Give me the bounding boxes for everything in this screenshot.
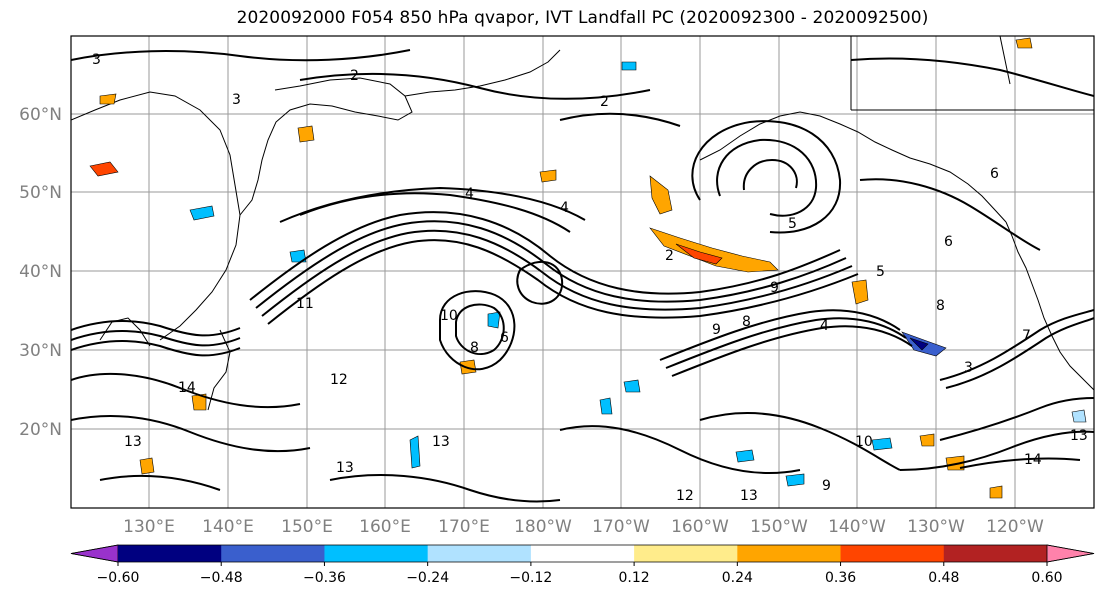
contour-label: 3 xyxy=(964,360,973,376)
colorbar-tick-label: 0.12 xyxy=(619,570,650,586)
colorbar-extend-high xyxy=(1046,544,1095,563)
colorbar-tick-label: 0.48 xyxy=(928,570,959,586)
contour-label: 4 xyxy=(560,200,569,216)
contour-label: 2 xyxy=(600,94,609,110)
lon-label: 130°E xyxy=(123,517,175,537)
shaded-anomalies xyxy=(89,37,1087,499)
contour-label: 9 xyxy=(712,322,721,338)
lat-label-50n: 50°N xyxy=(19,183,62,203)
lon-label: 160°E xyxy=(359,517,411,537)
colorbar-tick-label: −0.12 xyxy=(509,570,552,586)
map-title: 2020092000 F054 850 hPa qvapor, IVT Land… xyxy=(236,8,929,28)
lon-label: 170°W xyxy=(592,517,650,537)
lat-label-20n: 20°N xyxy=(19,420,62,440)
colorbar-tick-label: −0.36 xyxy=(303,570,346,586)
lon-label: 170°E xyxy=(438,517,490,537)
lon-label: 150°W xyxy=(750,517,808,537)
contour-label: 13 xyxy=(432,434,450,450)
colorbar xyxy=(70,544,1095,563)
contour-label: 13 xyxy=(1070,428,1088,444)
coastlines xyxy=(71,36,1094,411)
map-frame xyxy=(70,35,1095,509)
contour-label: 4 xyxy=(820,318,829,334)
contour-label: 8 xyxy=(936,298,945,314)
latitude-labels: 60°N 50°N 40°N 30°N 20°N xyxy=(19,105,62,440)
colorbar-tick-label: −0.24 xyxy=(406,570,449,586)
colorbar-extend-low xyxy=(70,544,119,563)
colorbar-tick-label: −0.48 xyxy=(200,570,243,586)
lon-label: 130°W xyxy=(907,517,965,537)
lon-label: 160°W xyxy=(671,517,729,537)
contour-label: 11 xyxy=(296,296,314,312)
lon-label: 150°E xyxy=(281,517,333,537)
colorbar-segment xyxy=(840,545,945,562)
colorbar-segment xyxy=(530,545,635,562)
colorbar-segment xyxy=(427,545,532,562)
contour-label: 4 xyxy=(465,186,474,202)
contour-label: 10 xyxy=(855,434,873,450)
lat-label-40n: 40°N xyxy=(19,262,62,282)
colorbar-ticks: −0.60 −0.48 −0.36 −0.24 −0.12 0.12 0.24 0.36 0.4… xyxy=(97,562,1063,586)
contour-label: 9 xyxy=(770,280,779,296)
lat-label-60n: 60°N xyxy=(19,105,62,125)
colorbar-segment xyxy=(118,545,222,562)
colorbar-tick-label: 0.24 xyxy=(722,570,753,586)
colorbar-segment xyxy=(943,545,1048,562)
contour-label: 6 xyxy=(990,166,999,182)
contour-label: 5 xyxy=(788,216,797,232)
colorbar-segment xyxy=(221,545,325,562)
colorbar-segment xyxy=(324,545,429,562)
lon-label: 120°W xyxy=(986,517,1044,537)
contour-label: 13 xyxy=(124,434,142,450)
graticule xyxy=(71,36,1094,508)
lon-label: 140°E xyxy=(202,517,254,537)
colorbar-tick-label: 0.60 xyxy=(1031,570,1062,586)
contour-label: 13 xyxy=(740,488,758,504)
contour-label: 8 xyxy=(470,340,479,356)
contour-label: 2 xyxy=(665,248,674,264)
contour-label: 2 xyxy=(350,68,359,84)
contour-label: 12 xyxy=(330,372,348,388)
colorbar-tick-label: 0.36 xyxy=(825,570,856,586)
contour-labels: 3 2 3 4 5 6 6 7 8 9 10 11 12 13 13 13 14… xyxy=(92,52,1088,504)
colorbar-tick-label: −0.60 xyxy=(97,570,140,586)
contour-lines xyxy=(71,49,1094,503)
contour-label: 3 xyxy=(92,52,101,68)
contour-label: 9 xyxy=(822,478,831,494)
lon-label: 180°W xyxy=(514,517,572,537)
contour-label: 14 xyxy=(178,380,196,396)
lon-label: 140°W xyxy=(828,517,886,537)
contour-label: 14 xyxy=(1024,452,1042,468)
contour-label: 6 xyxy=(500,330,509,346)
lat-label-30n: 30°N xyxy=(19,341,62,361)
longitude-labels: 130°E 140°E 150°E 160°E 170°E 180°W 170°… xyxy=(123,517,1044,537)
contour-label: 6 xyxy=(944,234,953,250)
contour-label: 8 xyxy=(742,314,751,330)
colorbar-segment xyxy=(737,545,842,562)
contour-label: 10 xyxy=(440,308,458,324)
contour-label: 3 xyxy=(232,92,241,108)
contour-label: 7 xyxy=(1022,328,1031,344)
colorbar-segment xyxy=(634,545,738,562)
contour-label: 13 xyxy=(336,460,354,476)
contour-label: 5 xyxy=(876,264,885,280)
contour-label: 12 xyxy=(676,488,694,504)
